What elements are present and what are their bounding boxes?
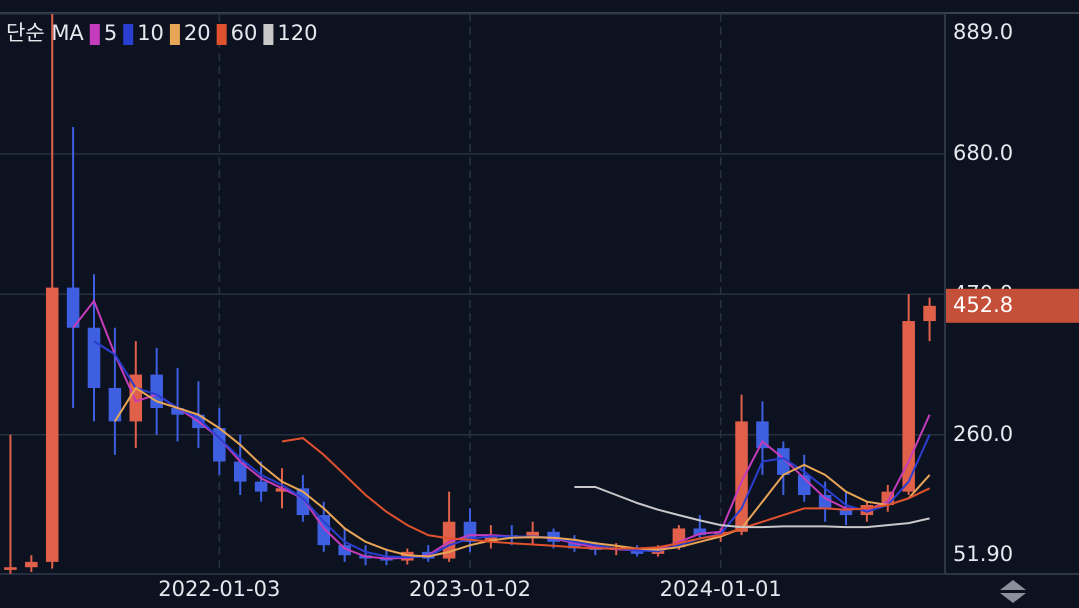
ma-line: [574, 486, 930, 529]
x-tick-label: 2024-01-01: [660, 577, 782, 601]
scroll-down[interactable]: [1000, 593, 1026, 603]
candle-body: [526, 531, 539, 539]
legend: 단순 MA 5 10 20 60 120: [6, 21, 317, 45]
y-tick-label: 51.90: [953, 542, 1013, 566]
ma-line: [281, 437, 931, 550]
candle-body: [317, 515, 331, 546]
candle-body: [45, 287, 59, 562]
legend-title: 단순 MA: [6, 21, 84, 45]
legend-label: 120: [277, 21, 317, 45]
last-price-label: 452.8: [953, 293, 1013, 317]
legend-swatch: [123, 24, 134, 45]
legend-swatch: [216, 24, 227, 45]
ma-line: [114, 386, 931, 558]
candle-body: [66, 287, 80, 328]
legend-label: 10: [137, 21, 164, 45]
ma-line: [93, 340, 931, 559]
candle-body: [839, 508, 853, 516]
x-tick-label: 2023-01-02: [409, 577, 531, 601]
candle-body: [4, 567, 17, 570]
candle-body: [902, 321, 915, 492]
y-tick-label: 889.0: [953, 20, 1013, 44]
y-tick-label: 680.0: [953, 141, 1013, 165]
candle-body: [108, 387, 122, 422]
candle-body: [275, 488, 289, 492]
candle-body: [25, 561, 38, 568]
legend-label: 5: [104, 21, 117, 45]
candle-body: [338, 545, 351, 556]
candle-body: [254, 481, 268, 492]
candle-body: [735, 421, 748, 532]
legend-swatch: [169, 24, 180, 45]
legend-swatch: [89, 24, 100, 45]
candle-body: [923, 305, 936, 322]
candle-body: [171, 408, 184, 415]
candle-body: [129, 374, 143, 422]
candle-body: [442, 521, 456, 559]
legend-swatch: [263, 24, 274, 45]
candle-body: [693, 528, 707, 536]
candle-body: [233, 461, 247, 482]
scroll-up[interactable]: [1000, 580, 1026, 590]
candle-body: [87, 327, 101, 388]
legend-label: 20: [184, 21, 211, 45]
candle-body: [568, 541, 581, 549]
last-price-box: [946, 288, 1079, 323]
candle-body: [756, 421, 769, 449]
ma-line: [72, 299, 931, 560]
candle-body: [818, 494, 832, 509]
candle-body: [484, 535, 498, 542]
scroll-icon[interactable]: [1000, 580, 1026, 603]
x-tick-label: 2022-01-03: [158, 577, 280, 601]
legend-label: 60: [231, 21, 258, 45]
y-tick-label: 260.0: [953, 422, 1013, 446]
candle-body: [380, 558, 393, 561]
